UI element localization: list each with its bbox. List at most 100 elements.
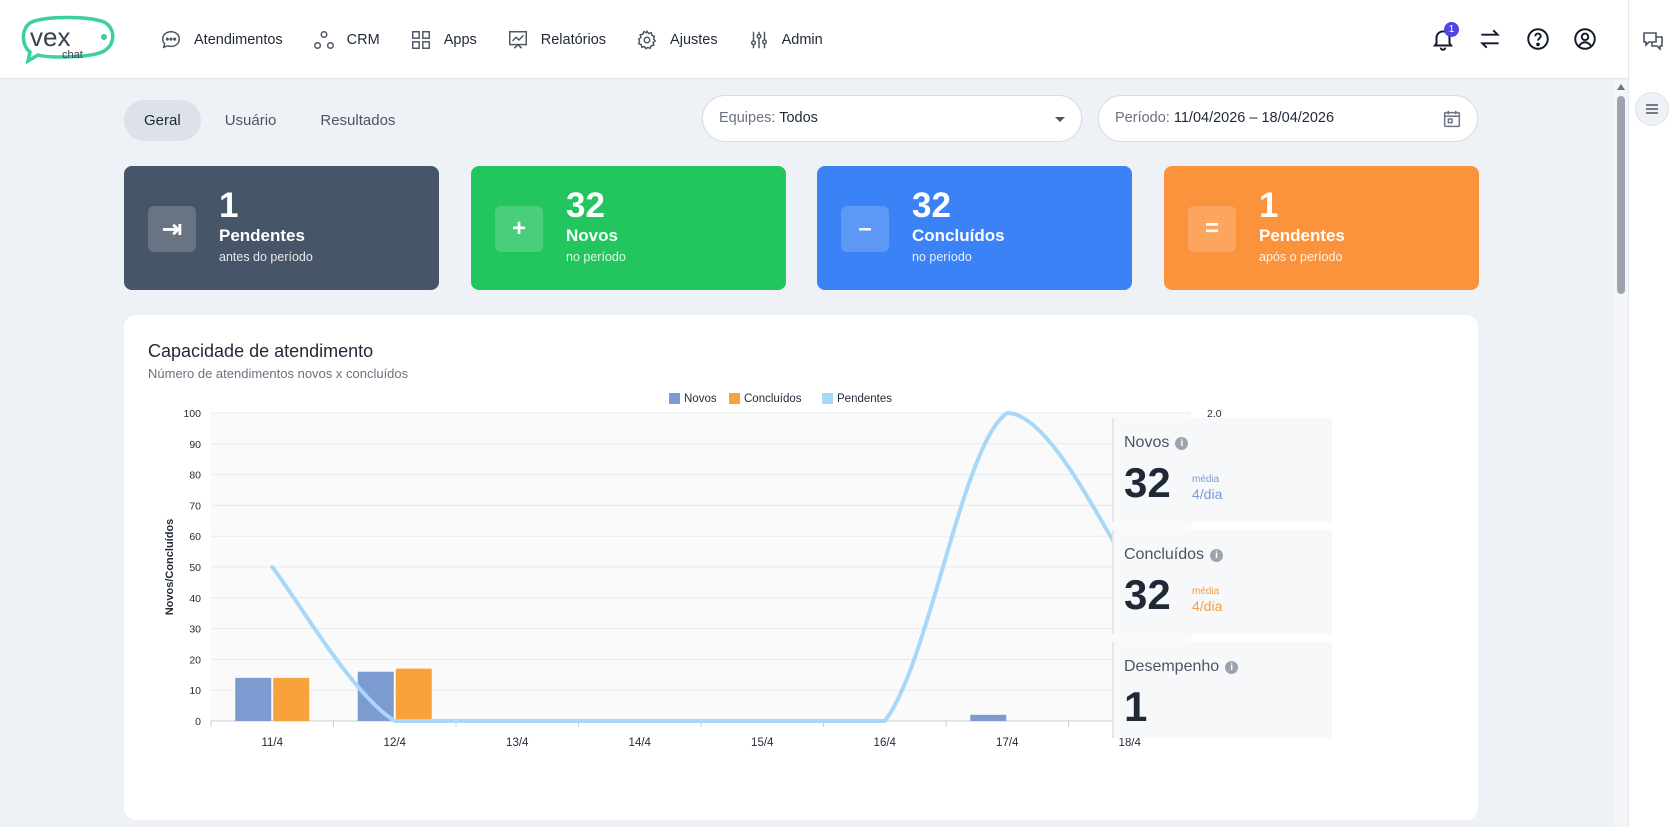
svg-text:chat: chat [62,49,83,61]
y-tick-label: 90 [189,439,201,451]
apps-grid-icon [411,31,430,49]
profile-button[interactable] [1572,26,1598,52]
report-chart-icon [508,31,527,49]
period-value: 11/04/2026 – 18/04/2026 [1173,110,1335,126]
y-tick-label: 60 [189,531,201,543]
stat-media-value: 4/dia [1192,486,1223,502]
stat-value: 32 [1124,571,1171,618]
tab-usuario[interactable]: Usuário [224,112,277,129]
stat-media-label: média [1192,474,1220,485]
right-rail [1628,0,1676,827]
kpi-subtitle: no período [566,250,626,264]
info-icon[interactable]: i [1175,437,1189,450]
x-tick-label: 11/4 [261,737,283,749]
x-tick-label: 16/4 [874,737,897,749]
rail-menu-button[interactable] [1635,92,1669,126]
x-tick-label: 17/4 [996,737,1019,749]
vexchat-logo[interactable]: vex chat [18,14,118,64]
calendar-icon[interactable] [1441,108,1463,130]
nav-label: Ajustes [670,32,718,48]
kpi-value: 1 [219,186,239,225]
svg-text:vex: vex [30,22,70,52]
kpi-subtitle: antes do período [219,250,313,264]
tab-resultados[interactable]: Resultados [320,112,396,129]
crm-nodes-icon [313,31,334,49]
kpi-title: Pendentes [1259,226,1345,245]
stat-media-value: 4/dia [1192,598,1223,614]
nav-apps[interactable]: Apps [410,24,477,56]
notification-badge: 1 [1444,22,1459,37]
nav-label: CRM [346,32,380,48]
kpi-pending-after: = 1 Pendentes após o período [1164,166,1479,290]
bar-novos [357,671,394,721]
scroll-up-arrow[interactable] [1617,84,1625,90]
stat-value: 1 [1124,683,1148,730]
kpi-title: Novos [566,226,618,245]
kpi-pending-before: ⇥ 1 Pendentes antes do período [124,166,439,290]
y-tick-label: 80 [189,470,201,482]
stat-label: Novos [1124,434,1170,451]
help-icon [1527,28,1549,50]
kpi-value: 1 [1259,186,1279,225]
minus-icon: – [841,206,889,252]
legend-label: Novos [684,393,717,405]
notifications-button[interactable]: 1 [1430,22,1459,52]
stat-desempenho: Desempenho i 1 [1112,642,1332,738]
stat-novos: Novos i 32 média 4/dia [1112,418,1332,522]
legend-swatch-novos [669,393,680,404]
stat-media-label: média [1192,586,1220,597]
y-tick-label: 40 [189,593,201,605]
kpi-title: Concluídos [912,226,1005,245]
equals-icon: = [1188,206,1236,252]
team-select-value: Todos [779,110,818,126]
y-tick-label: 30 [189,624,201,636]
kpi-title: Pendentes [219,226,305,245]
swap-arrows-icon [1480,29,1500,49]
kpi-value: 32 [566,186,605,225]
nav-label: Atendimentos [194,32,283,48]
y-tick-label: 50 [189,562,201,574]
page-scrollbar[interactable] [1614,80,1628,827]
legend-swatch-pendentes [822,393,833,404]
y-tick-label: 70 [189,500,201,512]
panel-title: Capacidade de atendimento [148,341,374,361]
nav-ajustes[interactable]: Ajustes [636,24,718,56]
stat-label: Desempenho [1124,658,1220,675]
y-tick-label: 10 [189,685,201,697]
nav-label: Apps [443,32,477,48]
help-button[interactable] [1525,26,1551,52]
top-bar: vex chat Atendimentos CRM Apps Relatório… [0,0,1628,79]
kpi-completed: – 32 Concluídos no período [817,166,1132,290]
team-select[interactable]: Equipes: Todos [702,95,1082,142]
nav-relatorios[interactable]: Relatórios [507,24,606,56]
y-axis-title: Novos/Concluídos [164,519,176,616]
nav-admin[interactable]: Admin [748,24,823,56]
bar-novos [970,714,1007,721]
chat-panel-icon[interactable] [1641,28,1665,52]
nav-atendimentos[interactable]: Atendimentos [160,24,283,56]
x-tick-label: 18/4 [1119,737,1142,749]
nav-label: Admin [781,32,823,48]
y2-tick-label: 2.0 [1207,408,1222,420]
x-tick-label: 15/4 [751,737,774,749]
main-nav: Atendimentos CRM Apps Relatórios Ajustes… [160,24,853,56]
menu-icon [1646,104,1658,114]
legend-label: Pendentes [837,393,892,405]
info-icon[interactable]: i [1225,661,1239,674]
switch-button[interactable] [1477,26,1503,52]
info-icon[interactable]: i [1210,549,1224,562]
nav-crm[interactable]: CRM [313,24,380,56]
bar-concluídos [273,677,310,721]
y-tick-label: 100 [183,408,201,420]
scroll-thumb[interactable] [1617,96,1625,294]
tab-geral[interactable]: Geral [124,100,201,141]
bar-novos [235,677,272,721]
stat-concluidos: Concluídos i 32 média 4/dia [1112,530,1332,634]
x-tick-label: 13/4 [506,737,529,749]
legend-swatch-concluídos [729,393,740,404]
period-label: Período: [1115,110,1170,126]
stat-label: Concluídos [1124,546,1205,563]
kpi-new: + 32 Novos no período [471,166,786,290]
period-picker[interactable]: Período: 11/04/2026 – 18/04/2026 [1098,95,1478,142]
team-select-label: Equipes: [719,110,776,126]
